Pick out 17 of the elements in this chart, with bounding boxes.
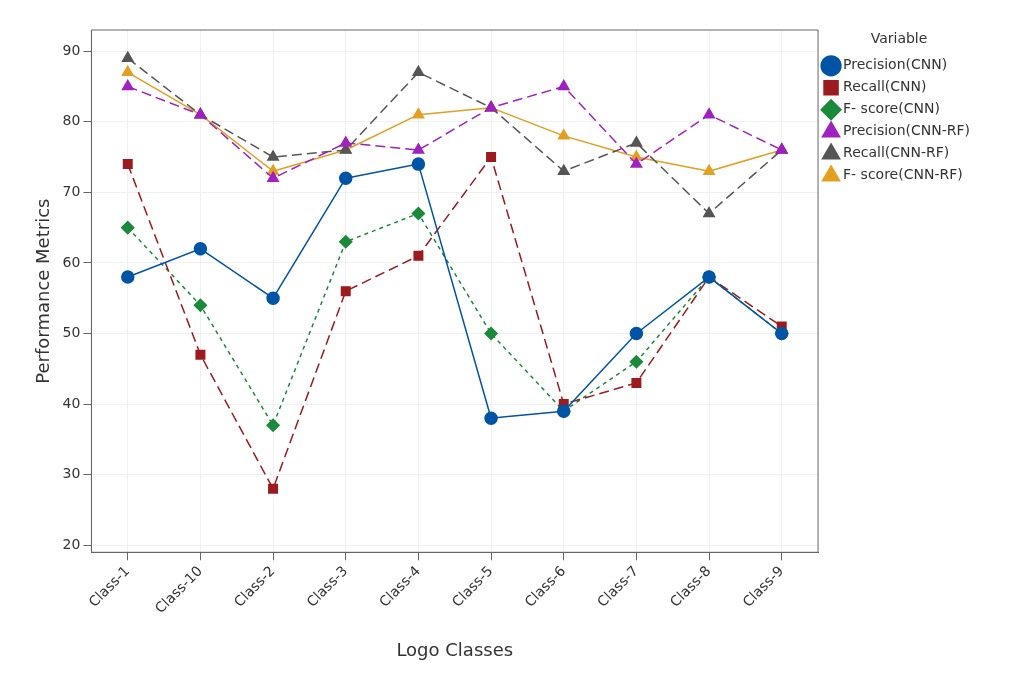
y-tick-label: 70 <box>62 182 81 199</box>
y-tick-label: 30 <box>62 465 81 482</box>
legend-label: Precision(CNN-RF) <box>843 122 971 139</box>
legend-label: F- score(CNN) <box>843 100 940 117</box>
x-axis-title: Logo Classes <box>396 638 514 660</box>
y-tick-label: 60 <box>62 253 81 270</box>
legend-title: Variable <box>870 29 928 46</box>
legend-label: Recall(CNN-RF) <box>843 144 950 161</box>
y-tick-label: 20 <box>62 535 81 552</box>
y-tick-label: 80 <box>62 112 81 129</box>
legend-label: F- score(CNN-RF) <box>843 166 963 183</box>
y-axis-title: Performance Metrics <box>32 198 54 384</box>
y-tick-label: 50 <box>62 324 81 341</box>
y-tick-label: 90 <box>62 41 81 58</box>
legend-label: Recall(CNN) <box>843 78 927 95</box>
legend-label: Precision(CNN) <box>843 56 948 73</box>
y-tick-label: 40 <box>62 394 81 411</box>
